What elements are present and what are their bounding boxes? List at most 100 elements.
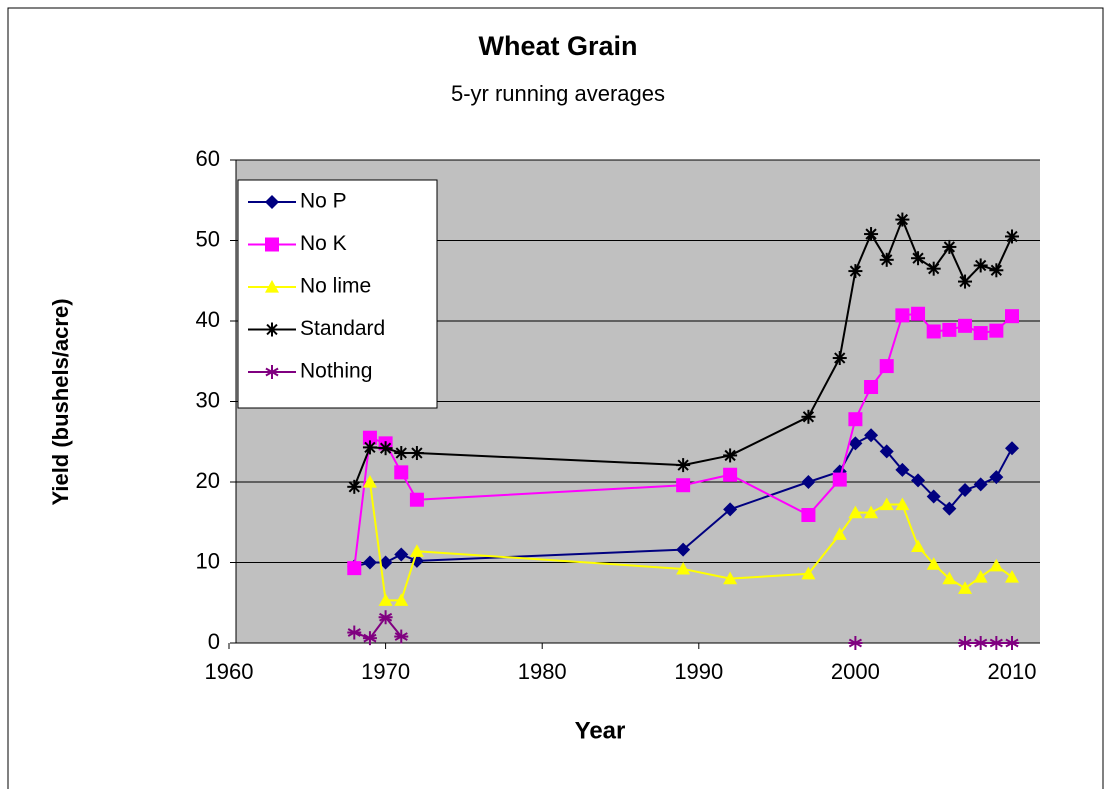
marker-shape [973,477,988,492]
marker-stroke [395,447,407,459]
marker-shape [723,571,738,585]
marker [942,322,957,337]
chart-subtitle: 5-yr running averages [451,81,665,106]
marker-shape [864,380,879,395]
marker-shape [926,324,941,339]
marker [265,280,279,293]
marker [1005,441,1019,456]
marker [864,227,879,242]
marker-shape [973,326,988,341]
marker [989,323,1004,338]
marker-shape [895,308,910,323]
marker [801,475,816,489]
marker-shape [1005,569,1019,583]
x-tick-label: 2010 [988,659,1037,684]
marker-shape [926,557,941,570]
marker [848,636,863,650]
marker-shape [958,581,973,594]
marker-shape [989,470,1004,485]
marker [973,569,988,583]
marker [942,571,957,585]
marker-shape [879,359,894,374]
marker [394,547,409,562]
marker-stroke [1006,230,1018,243]
marker-shape [832,472,847,487]
marker-stroke [802,411,815,423]
y-axis-title: Yield (bushels/acre) [48,298,73,505]
marker [832,351,847,366]
marker-shape [378,593,393,606]
marker [973,326,988,341]
marker-shape [879,497,894,511]
marker [879,359,894,374]
marker [911,251,926,266]
marker-shape [848,412,863,427]
legend-label: No lime [300,275,371,298]
marker-shape [926,489,941,504]
marker [265,365,279,379]
marker [801,409,816,424]
x-tick-label: 1970 [361,659,410,684]
marker [958,483,973,498]
marker-shape [864,505,879,519]
marker [848,412,863,427]
marker-shape [394,593,409,606]
marker-shape [676,542,691,557]
marker-shape [265,195,279,209]
marker [848,264,863,279]
marker [989,470,1004,485]
marker [394,593,409,606]
marker [958,581,973,594]
marker [848,436,863,451]
y-tick-label: 40 [196,307,220,332]
marker-shape [1005,441,1019,456]
x-axis-title: Year [575,717,626,744]
marker [958,636,973,650]
marker-stroke [834,352,846,364]
marker [879,444,894,459]
marker-shape [676,478,691,493]
marker [362,555,377,570]
marker-shape [832,527,847,540]
marker-stroke [975,259,987,272]
marker-shape [911,306,926,321]
marker-shape [394,465,409,480]
marker-stroke [990,264,1002,276]
marker-shape [347,561,362,576]
marker-shape [723,467,738,482]
y-tick-label: 0 [208,629,220,654]
x-tick-label: 1960 [205,659,254,684]
marker-shape [942,501,957,516]
marker-stroke [912,252,924,264]
marker-shape [362,555,377,570]
marker [989,558,1004,572]
marker [801,508,816,523]
marker [1005,569,1019,583]
marker-shape [676,561,691,575]
marker [864,505,879,519]
marker [676,561,691,575]
marker-shape [265,280,279,293]
marker [911,539,926,552]
marker [409,446,424,461]
marker [362,440,377,455]
marker [362,475,377,488]
marker-shape [864,428,879,443]
chart-title: Wheat Grain [478,31,637,61]
marker-stroke [724,449,736,462]
marker [926,489,941,504]
marker-stroke [364,441,376,454]
marker-stroke [266,323,278,336]
marker-shape [1005,309,1019,324]
marker [723,571,738,585]
marker-shape [848,436,863,451]
marker [895,462,910,477]
marker [926,324,941,339]
marker [864,428,879,443]
marker-shape [801,566,816,580]
marker-shape [942,571,957,585]
legend-label: Nothing [300,360,372,383]
marker-shape [911,539,926,552]
marker [378,593,393,606]
